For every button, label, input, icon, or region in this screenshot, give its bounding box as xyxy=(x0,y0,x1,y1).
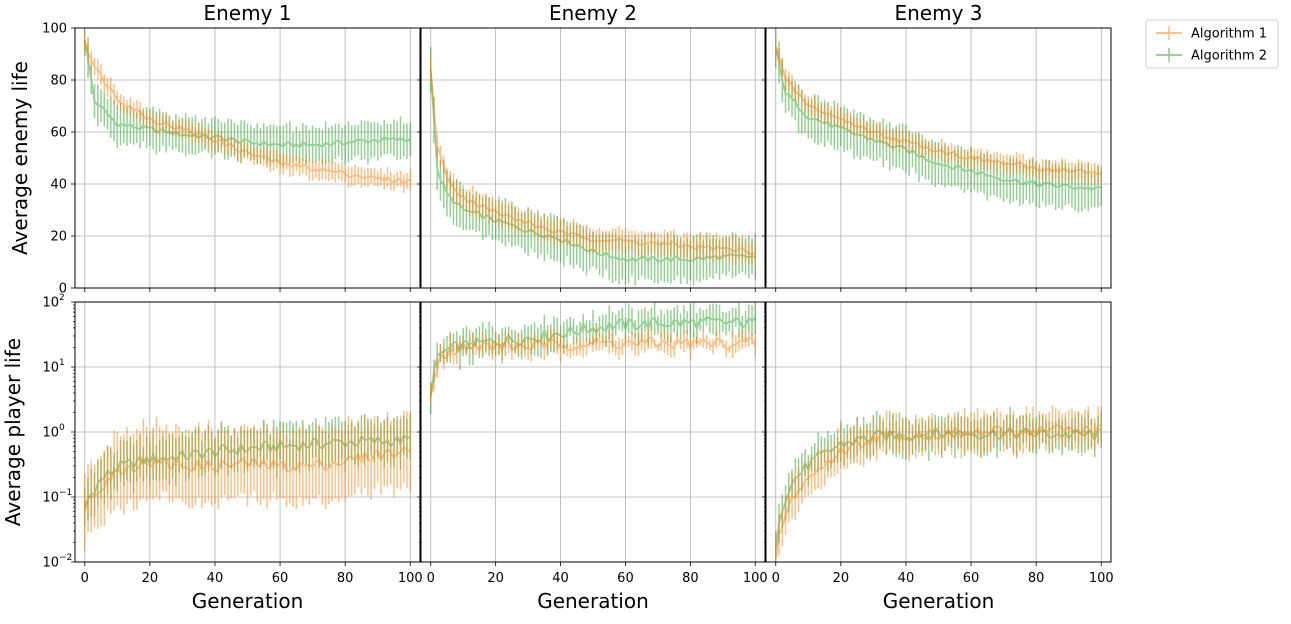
mean-line xyxy=(774,46,1102,175)
x-axis-label: Generation xyxy=(192,589,304,613)
mean-line xyxy=(429,69,756,255)
y-tick-exponent: −2 xyxy=(59,553,72,563)
legend-swatch xyxy=(1156,48,1182,62)
y-tick-exponent: −1 xyxy=(59,488,72,498)
x-tick-label: 100 xyxy=(398,571,423,586)
x-tick-label: 20 xyxy=(142,571,159,586)
series-group xyxy=(774,405,1102,562)
x-tick-label: 40 xyxy=(898,571,915,586)
series-group xyxy=(429,46,757,286)
x-tick-label: 100 xyxy=(1089,571,1114,586)
panel-2-top: Enemy 2 xyxy=(417,1,766,292)
y-tick-label: 0 xyxy=(59,282,67,297)
row-ylabel-top: Average enemy life xyxy=(8,61,32,255)
x-tick-label: 0 xyxy=(427,571,435,586)
x-tick-label: 20 xyxy=(833,571,850,586)
y-tick-exponent: 1 xyxy=(59,358,65,368)
legend-label: Algorithm 2 xyxy=(1191,49,1267,64)
x-tick-label: 40 xyxy=(552,571,569,586)
series-algorithm-1 xyxy=(429,57,757,266)
y-tick-label: 10 xyxy=(42,556,59,571)
mean-line xyxy=(774,423,1102,559)
series-group xyxy=(429,302,757,415)
x-tick-label: 40 xyxy=(207,571,224,586)
x-axis-label: Generation xyxy=(883,589,995,613)
y-tick-exponent: 2 xyxy=(59,293,65,303)
panel-3-bottom: 0 20 40 60 80 100 Generation xyxy=(762,301,1114,613)
y-tick-label: 10 xyxy=(42,426,59,441)
y-tick-label: 60 xyxy=(50,126,67,141)
panel-3-top: Enemy 3 xyxy=(762,1,1112,292)
x-tick-label: 100 xyxy=(743,571,768,586)
panel-title: Enemy 2 xyxy=(549,1,637,25)
y-tick-label: 40 xyxy=(50,178,67,193)
axes-frame xyxy=(420,27,766,289)
series-group xyxy=(83,410,411,551)
legend: Algorithm 1 Algorithm 2 xyxy=(1145,19,1279,69)
panel-title: Enemy 3 xyxy=(894,1,982,25)
mean-line xyxy=(83,40,411,185)
series-algorithm-1 xyxy=(429,325,757,405)
series-algorithm-1 xyxy=(83,410,411,551)
x-tick-label: 0 xyxy=(772,571,780,586)
y-tick-label: 10 xyxy=(42,296,59,311)
legend-entry: Algorithm 1 xyxy=(1156,26,1267,42)
axes-frame xyxy=(74,27,421,289)
x-tick-label: 80 xyxy=(1028,571,1045,586)
y-tick-label: 80 xyxy=(50,74,67,89)
series-group xyxy=(83,28,411,193)
y-tick-label: 20 xyxy=(50,230,67,245)
x-tick-label: 60 xyxy=(272,571,289,586)
mean-line xyxy=(429,316,756,399)
mean-line xyxy=(83,40,411,149)
y-tick-label: 10 xyxy=(42,361,59,376)
y-tick-label: 100 xyxy=(42,22,67,37)
series-algorithm-1 xyxy=(774,37,1102,184)
series-algorithm-1 xyxy=(774,405,1102,562)
x-tick-label: 20 xyxy=(487,571,504,586)
panel-1-top: 0 20 40 60 80 100 Enemy 1 xyxy=(42,1,421,297)
y-tick-exponent: 0 xyxy=(59,423,65,433)
mean-line xyxy=(429,336,757,396)
mean-line xyxy=(774,46,1102,192)
series-group xyxy=(774,28,1102,213)
legend-entry: Algorithm 2 xyxy=(1156,48,1267,64)
legend-box xyxy=(1145,19,1279,69)
legend-swatch xyxy=(1156,26,1182,40)
panel-title: Enemy 1 xyxy=(203,1,291,25)
x-tick-label: 60 xyxy=(963,571,980,586)
row-ylabel-bottom: Average player life xyxy=(1,338,25,526)
y-tick-label: 10 xyxy=(42,491,59,506)
x-axis-label: Generation xyxy=(537,589,649,613)
series-algorithm-2 xyxy=(429,302,757,415)
legend-label: Algorithm 1 xyxy=(1191,27,1267,42)
mean-line xyxy=(83,445,411,513)
series-algorithm-1 xyxy=(83,31,411,193)
labels-group: Average enemy life Average player life xyxy=(1,61,32,526)
panel-2-bottom: 0 20 40 60 80 100 Generation xyxy=(417,301,768,613)
x-tick-label: 0 xyxy=(81,571,89,586)
x-tick-label: 80 xyxy=(682,571,699,586)
x-tick-label: 60 xyxy=(617,571,634,586)
axes-frame xyxy=(765,27,1112,289)
x-tick-label: 80 xyxy=(337,571,354,586)
